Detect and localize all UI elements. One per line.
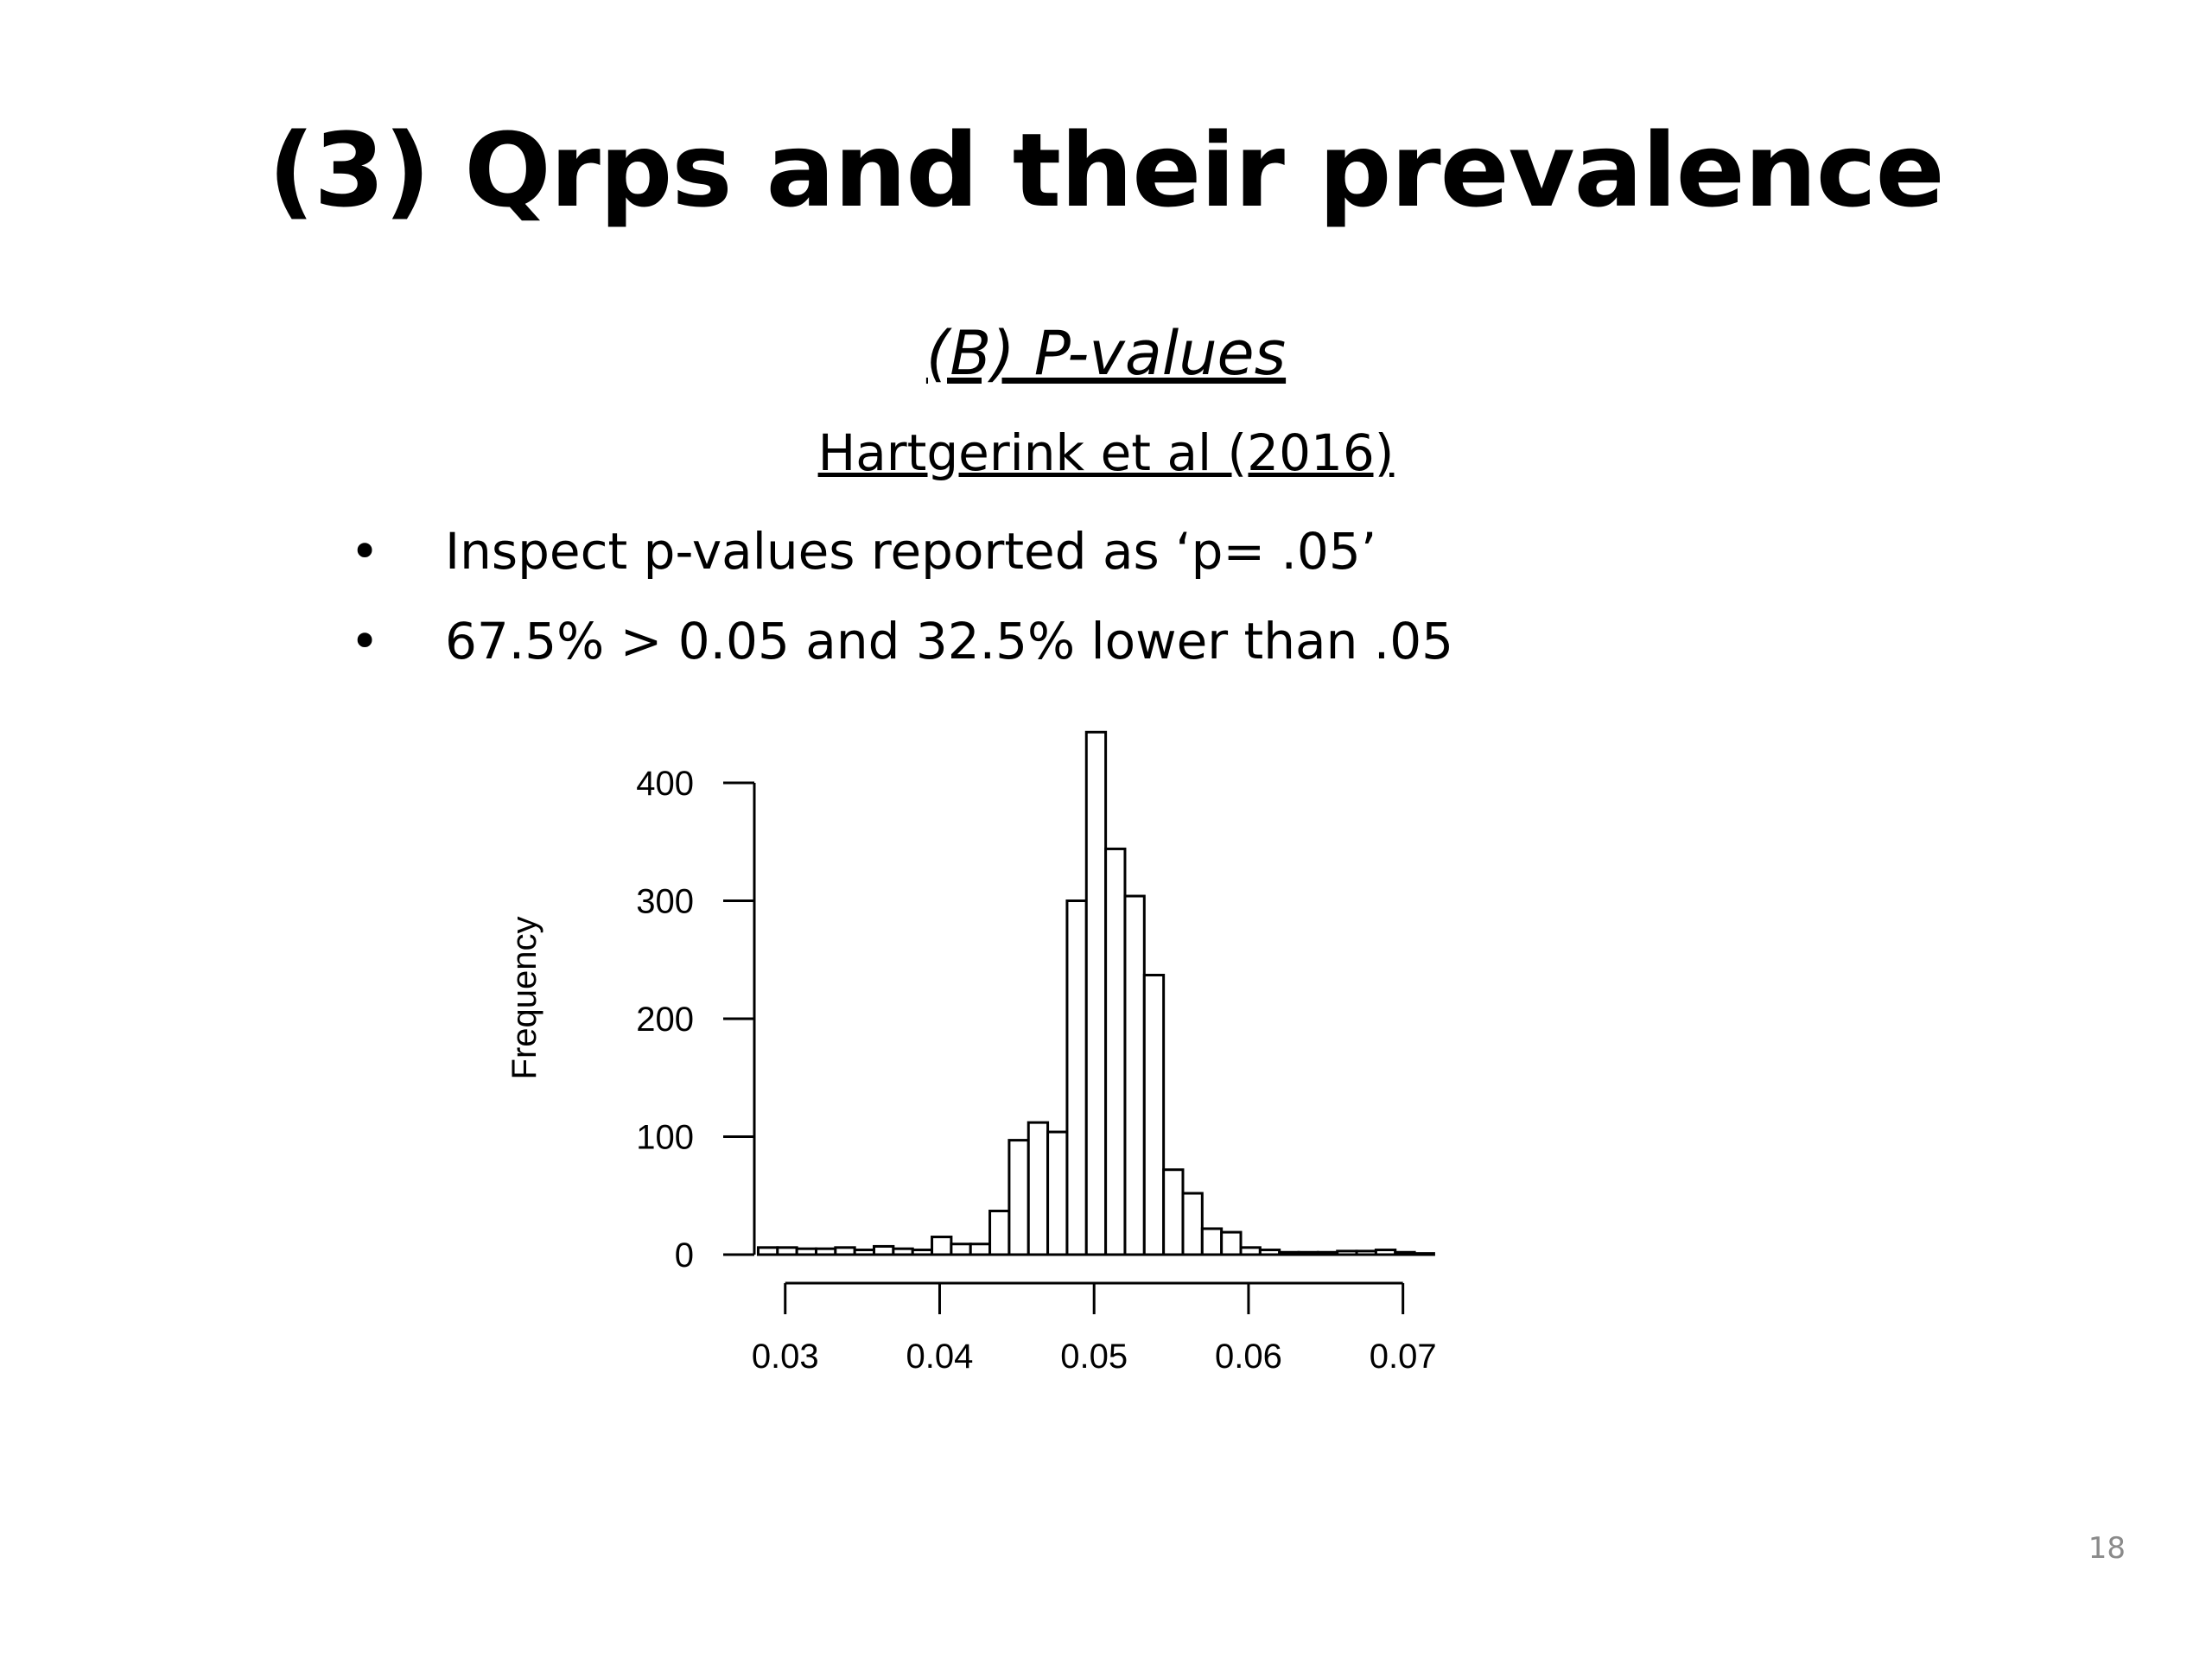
histogram-bar [1142,973,1166,1256]
histogram-bar [1104,847,1127,1256]
histogram-bar [1278,1250,1300,1256]
histogram-bar [1316,1250,1339,1256]
histogram-bar [1258,1249,1281,1256]
x-tick-label: 0.04 [906,1338,974,1376]
histogram-bar [1413,1252,1435,1256]
histogram-bar [1336,1249,1358,1256]
histogram-bar [1374,1249,1397,1256]
histogram-bar [1007,1139,1030,1256]
histogram-bar [1181,1192,1204,1256]
histogram-bar [1239,1246,1262,1256]
histogram-bar [1394,1250,1416,1256]
histogram-bar [1297,1250,1319,1256]
y-axis-label: Frequency [505,917,543,1080]
y-tick-label: 300 [636,883,694,921]
x-tick-label: 0.05 [1060,1338,1128,1376]
histogram-bar [834,1246,856,1256]
histogram-bar [1027,1121,1050,1256]
histogram-bar [892,1247,914,1256]
histogram-bar [1355,1249,1377,1256]
histogram-bar [931,1236,953,1256]
histogram-bar [1162,1168,1185,1256]
histogram-bar [795,1247,817,1256]
histogram-bar [1084,730,1108,1256]
histogram-bar [950,1243,972,1256]
x-axis: 0.03 0.04 0.05 0.06 0.07 [752,1281,1437,1376]
histogram-bar [756,1246,779,1256]
x-tick-label: 0.07 [1370,1338,1437,1376]
bullet-glyph: • [350,612,380,671]
histogram-bar [988,1209,1011,1256]
slide-title: (3) Qrps and their prevalence [268,111,1944,230]
bullet-item: • 67.5% > 0.05 and 32.5% lower than .05 [350,607,1453,696]
histogram-bar [1123,894,1146,1256]
histogram-bar [1046,1130,1069,1256]
y-tick-label: 0 [675,1236,694,1274]
bullet-text: Inspect p-values reported as ‘p= .05’ [445,522,1377,581]
histogram-bar [814,1247,837,1256]
y-tick-label: 400 [636,765,694,803]
pvalue-histogram: Frequency 0 100 200 300 400 0.03 0.04 0.05 0.06… [505,730,1437,1376]
page-number: 18 [2088,1531,2126,1566]
slide-subtitle: (B) P-values [925,318,1287,389]
x-tick-label: 0.03 [752,1338,819,1376]
histogram-bar [776,1246,798,1256]
y-tick-label: 100 [636,1119,694,1157]
histogram-bar [873,1244,895,1256]
y-axis: 0 100 200 300 400 [636,765,756,1274]
histogram-bar [853,1249,876,1256]
histogram-bar [1200,1227,1224,1256]
bullet-glyph: • [350,522,380,581]
histogram-bar [969,1243,992,1256]
histogram-bars [756,730,1435,1256]
y-tick-label: 200 [636,1001,694,1039]
histogram-bar [1220,1230,1243,1256]
x-tick-label: 0.06 [1215,1338,1282,1376]
bullet-item: • Inspect p-values reported as ‘p= .05’ [350,517,1453,607]
reference-citation: Hartgerink et al (2016) [817,423,1395,482]
histogram-bar [1065,899,1088,1256]
bullet-list: • Inspect p-values reported as ‘p= .05’ … [350,517,1453,696]
histogram-bar [911,1249,934,1256]
bullet-text: 67.5% > 0.05 and 32.5% lower than .05 [445,612,1454,671]
